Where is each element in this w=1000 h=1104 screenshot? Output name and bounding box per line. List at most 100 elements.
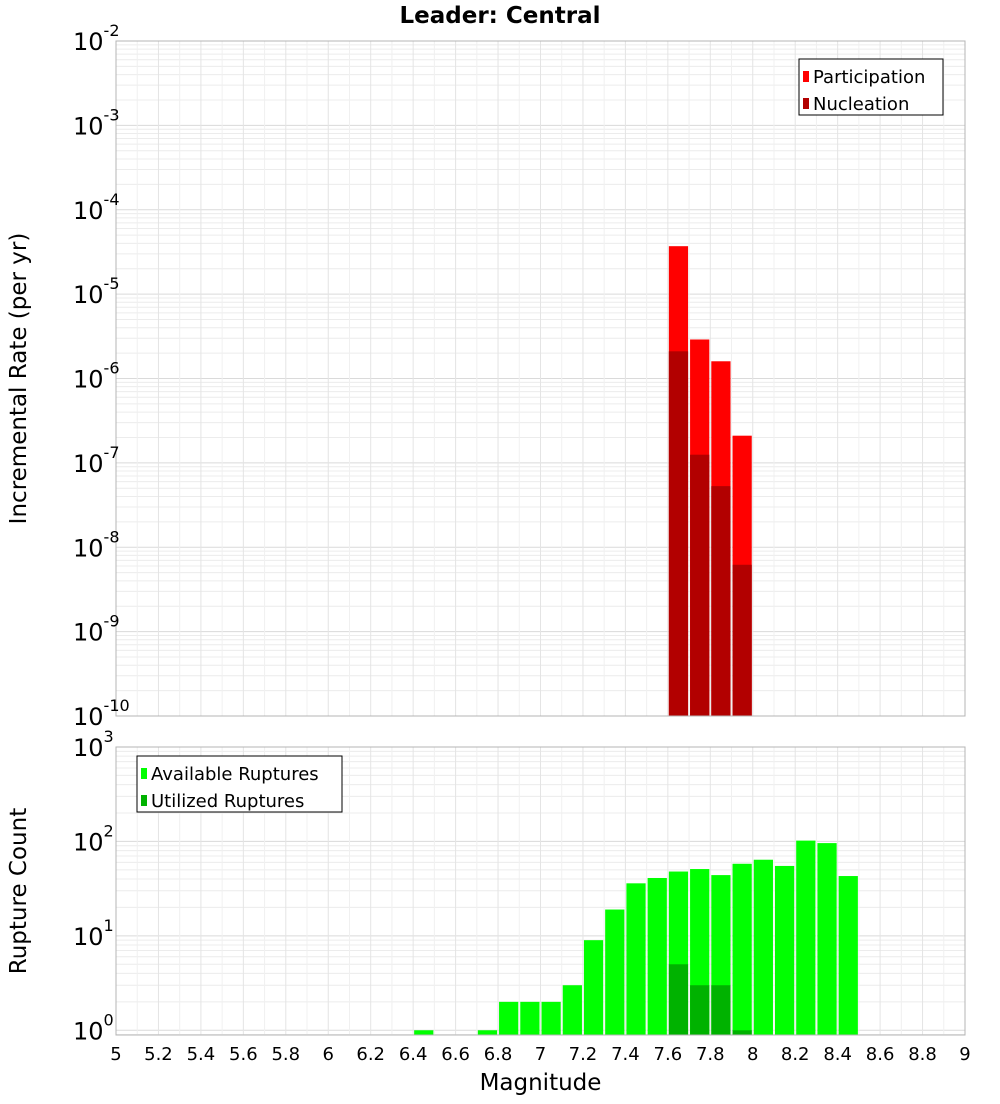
legend-label: Available Ruptures bbox=[151, 764, 319, 785]
y-tick-base: 10 bbox=[73, 450, 104, 478]
x-tick-label: 8.2 bbox=[781, 1044, 810, 1065]
y-axis-label: Incremental Rate (per yr) bbox=[6, 233, 32, 525]
x-tick-label: 7.2 bbox=[569, 1044, 598, 1065]
bar bbox=[838, 876, 858, 1035]
y-tick-label: 10-2 bbox=[73, 21, 120, 56]
x-tick-label: 7.4 bbox=[611, 1044, 640, 1065]
y-tick-label: 10-6 bbox=[73, 359, 120, 394]
x-tick-label: 7.8 bbox=[696, 1044, 725, 1065]
x-tick-label: 6 bbox=[323, 1044, 334, 1065]
bar bbox=[562, 985, 582, 1035]
y-tick-base: 10 bbox=[73, 734, 104, 762]
y-tick-exponent: -3 bbox=[104, 105, 120, 124]
legend-box bbox=[798, 58, 944, 116]
series-utilized-ruptures bbox=[668, 964, 752, 1035]
y-tick-exponent: -8 bbox=[104, 527, 120, 546]
y-tick-label: 100 bbox=[73, 1010, 114, 1045]
y-tick-label: 10-9 bbox=[73, 612, 120, 647]
legend-swatch bbox=[803, 71, 809, 82]
bar bbox=[732, 564, 752, 716]
y-tick-base: 10 bbox=[73, 281, 104, 309]
plot-frame bbox=[115, 746, 966, 1036]
grid-lines bbox=[115, 747, 966, 1036]
y-tick-exponent: 3 bbox=[104, 727, 114, 746]
legend-swatch bbox=[141, 795, 147, 806]
y-tick-exponent: -4 bbox=[104, 190, 120, 209]
bar bbox=[647, 877, 667, 1035]
bar bbox=[414, 1030, 434, 1035]
x-tick-label: 8.4 bbox=[823, 1044, 852, 1065]
legend-label: Nucleation bbox=[813, 94, 909, 115]
x-tick-label: 5 bbox=[110, 1044, 121, 1065]
y-tick-label: 10-8 bbox=[73, 527, 120, 562]
y-tick-exponent: -10 bbox=[104, 696, 130, 715]
x-tick-label: 5.8 bbox=[271, 1044, 300, 1065]
y-tick-label: 101 bbox=[73, 916, 114, 951]
x-tick-label: 6.8 bbox=[484, 1044, 513, 1065]
x-tick-label: 8.6 bbox=[866, 1044, 895, 1065]
x-tick-label: 6.4 bbox=[399, 1044, 428, 1065]
x-tick-label: 7.6 bbox=[654, 1044, 683, 1065]
y-tick-base: 10 bbox=[73, 28, 104, 56]
series-available-ruptures bbox=[414, 840, 858, 1035]
bar bbox=[668, 351, 689, 716]
bar bbox=[732, 1030, 752, 1035]
x-tick-label: 8.8 bbox=[908, 1044, 937, 1065]
y-tick-label: 10-3 bbox=[73, 105, 120, 140]
legend-label: Participation bbox=[813, 67, 925, 88]
y-tick-base: 10 bbox=[73, 112, 104, 140]
y-tick-label: 10-4 bbox=[73, 190, 120, 225]
y-tick-base: 10 bbox=[73, 1017, 104, 1045]
bar bbox=[626, 883, 646, 1035]
bar bbox=[796, 840, 816, 1035]
x-axis-label: Magnitude bbox=[480, 1070, 602, 1096]
x-tick-label: 9 bbox=[959, 1044, 970, 1065]
y-axis-label: Rupture Count bbox=[6, 808, 32, 974]
y-tick-base: 10 bbox=[73, 828, 104, 856]
bar bbox=[583, 940, 604, 1035]
y-tick-label: 10-7 bbox=[73, 443, 120, 478]
y-tick-base: 10 bbox=[73, 619, 104, 647]
bar bbox=[541, 1001, 561, 1035]
y-tick-base: 10 bbox=[73, 923, 104, 951]
bar bbox=[520, 1001, 540, 1035]
x-tick-label: 5.2 bbox=[144, 1044, 173, 1065]
y-tick-label: 103 bbox=[73, 727, 114, 762]
y-tick-label: 10-5 bbox=[73, 274, 120, 309]
legend-swatch bbox=[141, 768, 147, 779]
bar bbox=[753, 859, 773, 1035]
x-tick-label: 5.6 bbox=[229, 1044, 258, 1065]
bar bbox=[605, 909, 625, 1035]
y-tick-exponent: -6 bbox=[104, 359, 120, 378]
grid-lines bbox=[115, 41, 966, 717]
bar bbox=[668, 964, 689, 1035]
bar bbox=[711, 486, 731, 716]
y-tick-exponent: 0 bbox=[104, 1010, 114, 1029]
y-tick-exponent: -5 bbox=[104, 274, 120, 293]
legend-swatch bbox=[803, 98, 809, 109]
bar bbox=[499, 1001, 519, 1035]
y-tick-exponent: -2 bbox=[104, 21, 120, 40]
chart-title: Leader: Central bbox=[400, 3, 601, 29]
bar bbox=[477, 1030, 498, 1035]
x-tick-labels: 5 5.2 5.4 5.6 5.8 6 6.2 6.4 6.6 6.8 7 7.2 7.4 7.6 7.8 8… bbox=[110, 1044, 970, 1065]
x-tick-label: 5.4 bbox=[187, 1044, 216, 1065]
legend-box bbox=[136, 755, 343, 813]
legend: Participation Nucleation bbox=[798, 58, 944, 116]
rate-panel: 10-1010-910-810-710-610-510-410-310-2Inc… bbox=[6, 21, 966, 731]
bar bbox=[711, 985, 731, 1035]
bar bbox=[817, 843, 837, 1035]
y-tick-exponent: -7 bbox=[104, 443, 120, 462]
y-tick-exponent: 1 bbox=[104, 916, 114, 935]
legend: Available Ruptures Utilized Ruptures bbox=[136, 755, 343, 813]
y-tick-label: 102 bbox=[73, 821, 114, 856]
legend-label: Utilized Ruptures bbox=[151, 791, 304, 812]
x-tick-label: 6.6 bbox=[441, 1044, 470, 1065]
y-tick-exponent: -9 bbox=[104, 612, 120, 631]
x-tick-label: 7 bbox=[535, 1044, 546, 1065]
